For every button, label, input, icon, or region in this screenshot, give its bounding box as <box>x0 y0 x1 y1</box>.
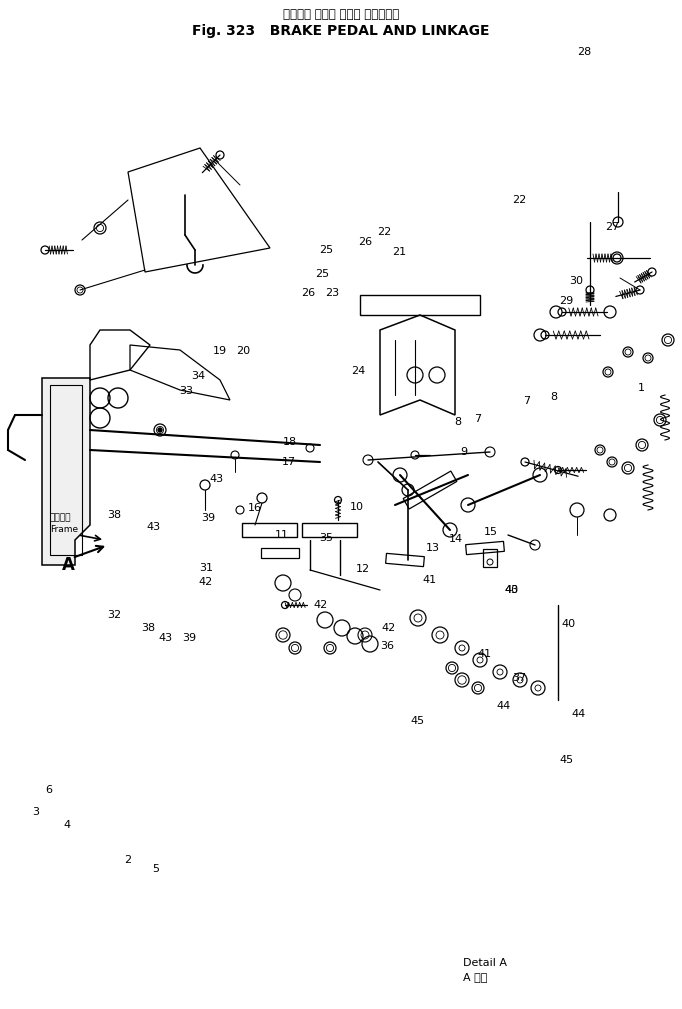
Text: 31: 31 <box>200 563 213 573</box>
Text: 44: 44 <box>572 709 585 719</box>
Text: 7: 7 <box>474 414 481 424</box>
Text: 32: 32 <box>108 610 121 621</box>
Text: 16: 16 <box>248 502 261 513</box>
Polygon shape <box>42 378 90 565</box>
Bar <box>385 553 424 567</box>
Text: 28: 28 <box>578 47 591 58</box>
Text: 1: 1 <box>638 383 644 394</box>
Text: 2: 2 <box>124 855 131 865</box>
Text: 7: 7 <box>523 396 530 406</box>
Text: 5: 5 <box>152 864 159 874</box>
Bar <box>261 548 299 558</box>
Text: 13: 13 <box>426 543 440 553</box>
Text: 33: 33 <box>179 386 193 397</box>
Text: 26: 26 <box>301 288 315 298</box>
Text: 42: 42 <box>382 623 396 633</box>
Text: A: A <box>62 556 75 574</box>
Bar <box>403 471 457 509</box>
Text: 42: 42 <box>199 577 213 587</box>
Circle shape <box>158 428 162 432</box>
Text: 22: 22 <box>377 227 391 237</box>
Text: 27: 27 <box>606 222 619 232</box>
Text: 23: 23 <box>325 288 339 298</box>
Text: Frame: Frame <box>50 526 78 535</box>
Text: ブレーキ ペダル および リンケージ: ブレーキ ペダル および リンケージ <box>283 8 399 21</box>
Text: 43: 43 <box>147 522 160 532</box>
Text: 11: 11 <box>275 530 288 540</box>
Text: 43: 43 <box>210 474 224 484</box>
Text: フレーム: フレーム <box>50 514 72 523</box>
Text: 29: 29 <box>559 296 573 306</box>
Text: 21: 21 <box>392 247 406 257</box>
Text: 41: 41 <box>477 649 491 659</box>
Text: 30: 30 <box>569 275 583 286</box>
Text: 3: 3 <box>33 807 40 817</box>
Text: 40: 40 <box>561 619 575 629</box>
Text: 25: 25 <box>320 245 333 255</box>
Text: 6: 6 <box>46 785 53 795</box>
Text: 10: 10 <box>350 501 364 512</box>
Bar <box>243 523 297 537</box>
Text: 14: 14 <box>449 534 462 544</box>
Text: 38: 38 <box>142 623 155 633</box>
Text: 24: 24 <box>352 366 366 376</box>
Text: 22: 22 <box>513 195 527 205</box>
Bar <box>466 542 505 555</box>
Text: 40: 40 <box>505 585 518 595</box>
Text: 45: 45 <box>411 716 424 726</box>
Text: 20: 20 <box>237 346 250 356</box>
Text: Fig. 323   BRAKE PEDAL AND LINKAGE: Fig. 323 BRAKE PEDAL AND LINKAGE <box>192 24 490 38</box>
Bar <box>303 523 357 537</box>
Text: 42: 42 <box>314 600 327 610</box>
Text: 39: 39 <box>183 633 196 643</box>
Text: A 詳細: A 詳細 <box>463 972 488 982</box>
Text: 44: 44 <box>496 701 510 711</box>
Bar <box>483 549 497 567</box>
Text: 26: 26 <box>358 237 372 247</box>
Text: 15: 15 <box>484 527 498 537</box>
Text: 34: 34 <box>191 371 205 381</box>
Text: 43: 43 <box>159 633 173 643</box>
Text: 4: 4 <box>63 820 70 830</box>
Text: 35: 35 <box>319 533 333 543</box>
Text: 9: 9 <box>460 447 467 457</box>
Text: 43: 43 <box>505 585 518 595</box>
Text: 17: 17 <box>282 457 295 467</box>
Text: 45: 45 <box>559 755 573 765</box>
Text: 41: 41 <box>423 575 436 585</box>
Text: 8: 8 <box>550 391 557 402</box>
Text: Detail A: Detail A <box>463 958 507 968</box>
Text: 38: 38 <box>108 510 121 520</box>
Text: 18: 18 <box>283 437 297 447</box>
Text: 37: 37 <box>513 673 527 683</box>
Text: 19: 19 <box>213 346 226 356</box>
Text: 39: 39 <box>201 513 215 523</box>
Text: 25: 25 <box>315 269 329 279</box>
Text: 12: 12 <box>356 564 370 574</box>
Text: 8: 8 <box>455 417 462 427</box>
Text: 36: 36 <box>381 641 394 651</box>
